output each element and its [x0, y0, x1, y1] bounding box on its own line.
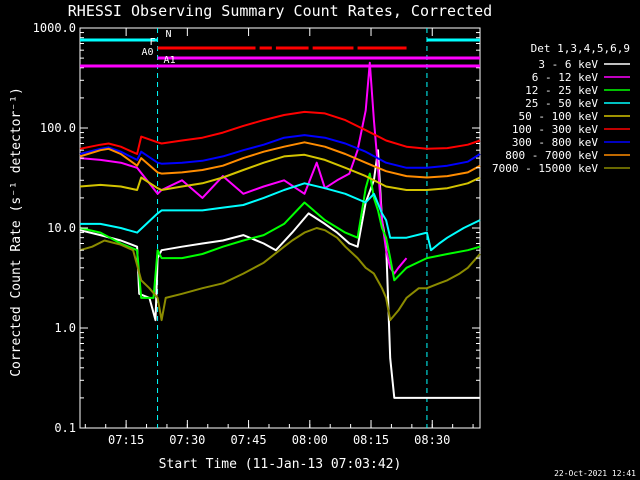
legend-label-4: 25 - 50 keV — [525, 97, 598, 110]
legend-label-1: 3 - 6 keV — [538, 58, 598, 71]
data-layer — [79, 28, 481, 428]
series-line-1 — [79, 149, 480, 399]
x-axis-label: Start Time (11-Jan-13 07:03:42) — [159, 457, 402, 472]
x-tick-label-5: 08:15 — [353, 433, 389, 447]
tick-layer: 0.1 1.0 10.0 100.0 1000.0 07:15 07:30 07:45 08:0… — [33, 21, 480, 447]
legend-label-2: 6 - 12 keV — [532, 71, 599, 84]
x-tick-label-6: 08:30 — [414, 433, 450, 447]
y-tick-label-3: 10.0 — [47, 221, 76, 235]
footer-date: 22-Oct-2021 12:41 — [554, 469, 636, 478]
series-line-6 — [79, 110, 481, 155]
x-tick-label-2: 07:30 — [169, 433, 205, 447]
y-tick-label-2: 1.0 — [54, 321, 76, 335]
y-axis-label: Corrected Count Rate (s⁻¹ detector⁻¹) — [9, 87, 24, 377]
flag-label-n: N — [166, 29, 172, 40]
series-line-5 — [79, 153, 481, 191]
series-line-3 — [79, 172, 481, 299]
series-line-9 — [79, 227, 481, 322]
y-tick-label-1: 0.1 — [54, 421, 76, 435]
legend-label-8: 800 - 7000 keV — [505, 149, 598, 162]
series-line-4 — [80, 182, 481, 252]
flag-label-a0: A0 — [142, 47, 154, 58]
legend-label-7: 300 - 800 keV — [512, 136, 598, 149]
x-tick-label-3: 07:45 — [231, 433, 267, 447]
y-tick-label-5: 1000.0 — [33, 21, 76, 35]
legend-title: Det 1,3,4,5,6,9 — [531, 42, 630, 55]
legend-label-6: 100 - 300 keV — [512, 123, 598, 136]
y-tick-label-4: 100.0 — [40, 121, 76, 135]
flag-label-a1: A1 — [164, 55, 176, 66]
flag-label-f: F — [150, 37, 156, 48]
chart-title: RHESSI Observing Summary Count Rates, Co… — [68, 2, 492, 20]
series-line-7 — [79, 134, 481, 169]
series-line-8 — [79, 141, 481, 179]
legend-label-5: 50 - 100 keV — [519, 110, 599, 123]
x-tick-label-4: 08:00 — [292, 433, 328, 447]
x-tick-label-1: 07:15 — [108, 433, 144, 447]
legend-label-9: 7000 - 15000 keV — [492, 162, 598, 175]
legend-label-3: 12 - 25 keV — [525, 84, 598, 97]
